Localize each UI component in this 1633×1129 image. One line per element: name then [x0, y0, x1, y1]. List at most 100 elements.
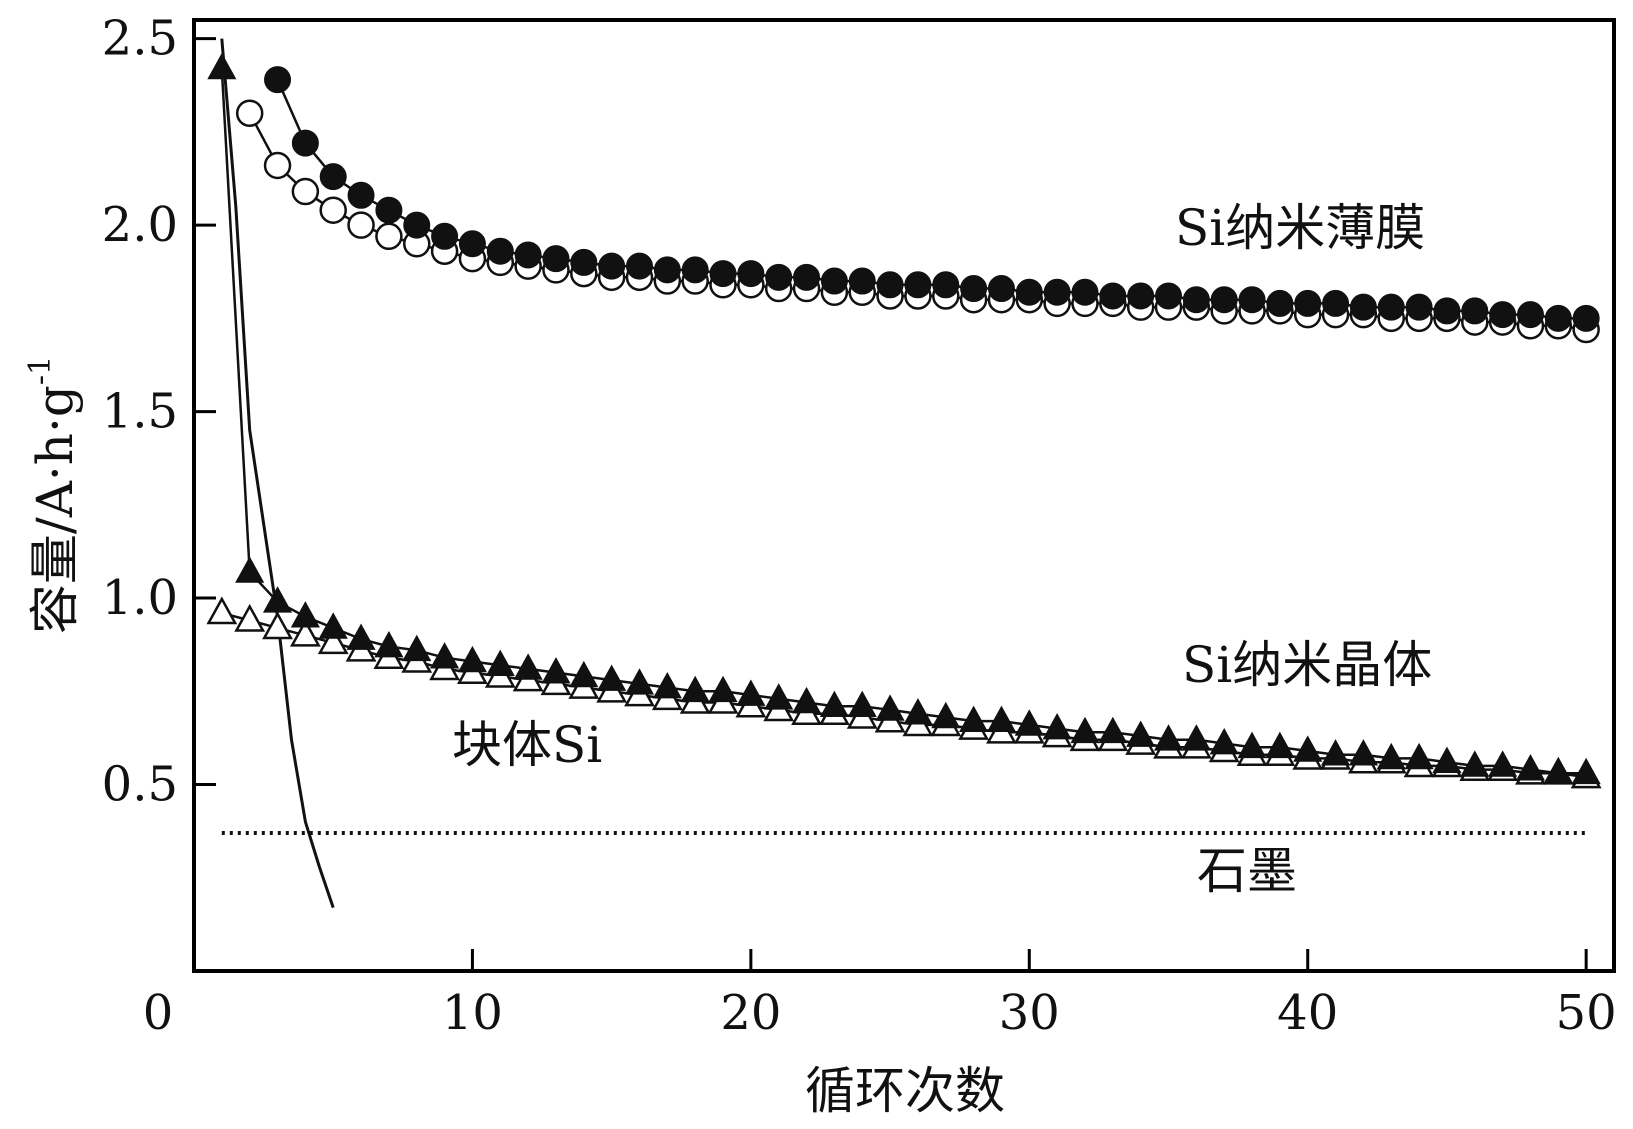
filled-triangle-point — [1460, 750, 1490, 777]
filled-triangle-point — [513, 653, 543, 680]
open-triangle-point — [234, 603, 266, 632]
filled-triangle-point — [708, 675, 738, 703]
filled-circle-point — [347, 181, 375, 209]
filled-circle-point — [1015, 278, 1043, 306]
filled-circle-point — [1266, 289, 1294, 317]
open-circle-point — [235, 99, 264, 127]
filled-circle-point — [876, 271, 904, 299]
filled-triangle-point — [1293, 735, 1323, 762]
filled-triangle-point — [680, 675, 710, 703]
filled-triangle-point — [875, 694, 905, 721]
plot-area — [206, 38, 1602, 909]
filled-circle-point — [598, 252, 626, 280]
filled-circle-point — [264, 66, 292, 94]
filled-circle-point — [904, 271, 932, 299]
filled-triangle-point — [569, 660, 599, 688]
filled-triangle-point — [1348, 739, 1378, 766]
filled-circle-point — [1377, 293, 1405, 321]
filled-circle-point — [681, 256, 709, 284]
x-tick-label: 40 — [1277, 985, 1338, 1041]
filled-circle-point — [848, 267, 876, 295]
y-axis-title-main: 容量/A·h·g — [26, 385, 84, 634]
x-tick-label: 50 — [1556, 985, 1617, 1041]
filled-triangle-point — [374, 630, 404, 658]
open-triangle-point — [289, 618, 321, 647]
axis-ticks: 0 10 20 30 40 50 0.5 1.0 1.5 2.0 2.5 — [102, 11, 1617, 1041]
filled-circle-point — [1127, 282, 1155, 310]
filled-triangle-point — [791, 686, 822, 714]
filled-circle-point — [653, 256, 681, 284]
annotation-graphite: 石墨 — [1197, 842, 1297, 900]
filled-circle-point — [1461, 297, 1489, 325]
y-tick-label: 2.5 — [102, 11, 178, 67]
filled-triangle-point — [624, 668, 655, 695]
filled-triangle-point — [1515, 754, 1546, 781]
filled-triangle-point — [1237, 731, 1267, 759]
filled-circle-point — [403, 211, 431, 239]
filled-circle-point — [486, 237, 514, 265]
open-circle-point — [263, 151, 292, 180]
filled-circle-point — [1516, 301, 1544, 329]
filled-circle-point — [987, 275, 1015, 303]
filled-circle-point — [542, 245, 570, 273]
open-circle-point — [375, 222, 403, 251]
filled-triangle-point — [346, 623, 376, 650]
filled-triangle-point — [986, 705, 1017, 732]
open-triangle-point — [206, 596, 238, 625]
filled-triangle-point — [541, 657, 571, 684]
y-axis-title-superscript: -1 — [23, 356, 58, 385]
filled-triangle-point — [959, 705, 989, 732]
open-circle-point — [291, 177, 320, 206]
filled-circle-point — [625, 252, 653, 280]
filled-circle-point — [1043, 278, 1071, 306]
filled-circle-point — [1155, 282, 1183, 310]
filled-circle-point — [709, 260, 737, 288]
filled-triangle-point — [430, 642, 460, 669]
y-tick-label: 1.0 — [102, 570, 178, 626]
filled-triangle-point — [1153, 724, 1184, 751]
filled-circle-point — [737, 260, 765, 288]
open-circle-point — [319, 196, 347, 224]
filled-circle-point — [1489, 301, 1517, 329]
filled-triangle-point — [652, 672, 682, 699]
filled-triangle-point — [764, 683, 794, 710]
filled-triangle-point — [1181, 724, 1211, 751]
filled-circle-point — [960, 275, 988, 303]
filled-circle-point — [1071, 278, 1099, 306]
y-axis-title: 容量/A·h·g-1 — [23, 356, 84, 634]
filled-circle-point — [820, 267, 848, 295]
filled-circle-point — [458, 230, 486, 258]
filled-circle-point — [1210, 286, 1238, 314]
open-triangle-point — [317, 626, 349, 655]
filled-circle-point — [1405, 293, 1433, 321]
filled-triangle-point — [1126, 720, 1156, 747]
filled-triangle-point — [457, 645, 488, 673]
filled-triangle-point — [318, 612, 348, 639]
x-tick-label: 0 — [143, 985, 174, 1041]
x-tick-label: 30 — [999, 985, 1060, 1041]
x-tick-label: 10 — [442, 985, 503, 1041]
filled-circle-point — [570, 248, 598, 276]
filled-circle-point — [932, 271, 960, 299]
filled-triangle-point — [235, 556, 265, 583]
filled-circle-point — [319, 163, 347, 191]
filled-triangle-point — [1488, 750, 1518, 777]
filled-circle-point — [291, 129, 319, 157]
filled-circle-point — [1322, 289, 1350, 317]
filled-triangle-point — [1432, 746, 1462, 773]
filled-circle-point — [1544, 304, 1572, 332]
x-tick-label: 20 — [720, 985, 781, 1041]
filled-triangle-point — [847, 690, 877, 718]
filled-circle-point — [765, 263, 793, 291]
filled-triangle-point — [1098, 716, 1128, 744]
filled-triangle-point — [1543, 757, 1573, 785]
y-tick-label: 2.0 — [102, 197, 178, 253]
open-circle-point — [347, 211, 375, 239]
filled-circle-point — [1182, 286, 1210, 314]
filled-triangle-point — [819, 690, 849, 718]
x-axis-title: 循环次数 — [805, 1062, 1005, 1120]
filled-triangle-point — [1209, 727, 1239, 755]
filled-triangle-point — [597, 664, 627, 691]
